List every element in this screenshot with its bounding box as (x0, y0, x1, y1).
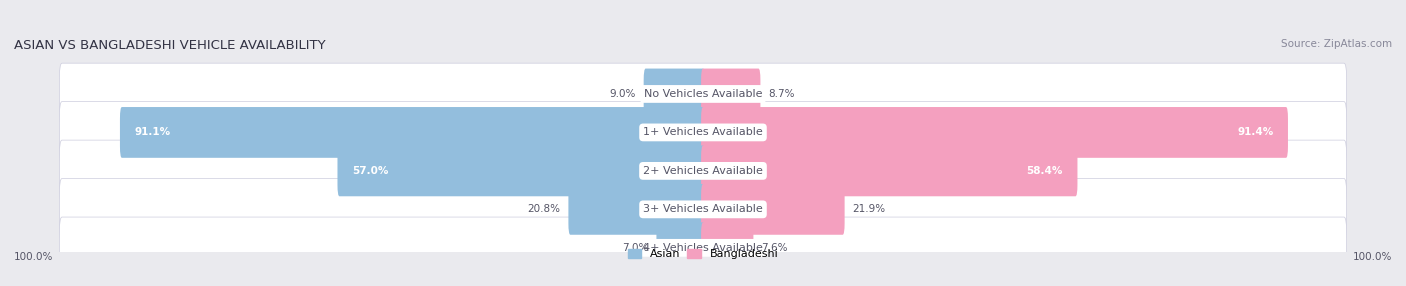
FancyBboxPatch shape (702, 107, 1288, 158)
FancyBboxPatch shape (568, 184, 704, 235)
Text: 91.1%: 91.1% (135, 128, 170, 137)
FancyBboxPatch shape (59, 178, 1347, 240)
FancyBboxPatch shape (644, 69, 704, 119)
Text: 9.0%: 9.0% (610, 89, 636, 99)
Text: Source: ZipAtlas.com: Source: ZipAtlas.com (1281, 39, 1392, 49)
Text: 21.9%: 21.9% (852, 204, 886, 214)
Text: No Vehicles Available: No Vehicles Available (644, 89, 762, 99)
FancyBboxPatch shape (657, 223, 704, 273)
Text: 100.0%: 100.0% (1353, 252, 1392, 262)
FancyBboxPatch shape (702, 184, 845, 235)
Text: 7.0%: 7.0% (623, 243, 648, 253)
Text: 58.4%: 58.4% (1026, 166, 1063, 176)
Text: 1+ Vehicles Available: 1+ Vehicles Available (643, 128, 763, 137)
Text: 91.4%: 91.4% (1237, 128, 1274, 137)
FancyBboxPatch shape (702, 69, 761, 119)
Text: 2+ Vehicles Available: 2+ Vehicles Available (643, 166, 763, 176)
Text: 8.7%: 8.7% (768, 89, 794, 99)
FancyBboxPatch shape (59, 102, 1347, 163)
Text: 100.0%: 100.0% (14, 252, 53, 262)
Legend: Asian, Bangladeshi: Asian, Bangladeshi (623, 244, 783, 263)
Text: 7.6%: 7.6% (761, 243, 787, 253)
Text: 20.8%: 20.8% (527, 204, 561, 214)
Text: 57.0%: 57.0% (352, 166, 388, 176)
Text: 4+ Vehicles Available: 4+ Vehicles Available (643, 243, 763, 253)
FancyBboxPatch shape (59, 217, 1347, 279)
Text: 3+ Vehicles Available: 3+ Vehicles Available (643, 204, 763, 214)
FancyBboxPatch shape (702, 223, 754, 273)
FancyBboxPatch shape (702, 146, 1077, 196)
FancyBboxPatch shape (59, 140, 1347, 202)
FancyBboxPatch shape (120, 107, 704, 158)
FancyBboxPatch shape (337, 146, 704, 196)
Text: ASIAN VS BANGLADESHI VEHICLE AVAILABILITY: ASIAN VS BANGLADESHI VEHICLE AVAILABILIT… (14, 39, 326, 52)
FancyBboxPatch shape (59, 63, 1347, 125)
